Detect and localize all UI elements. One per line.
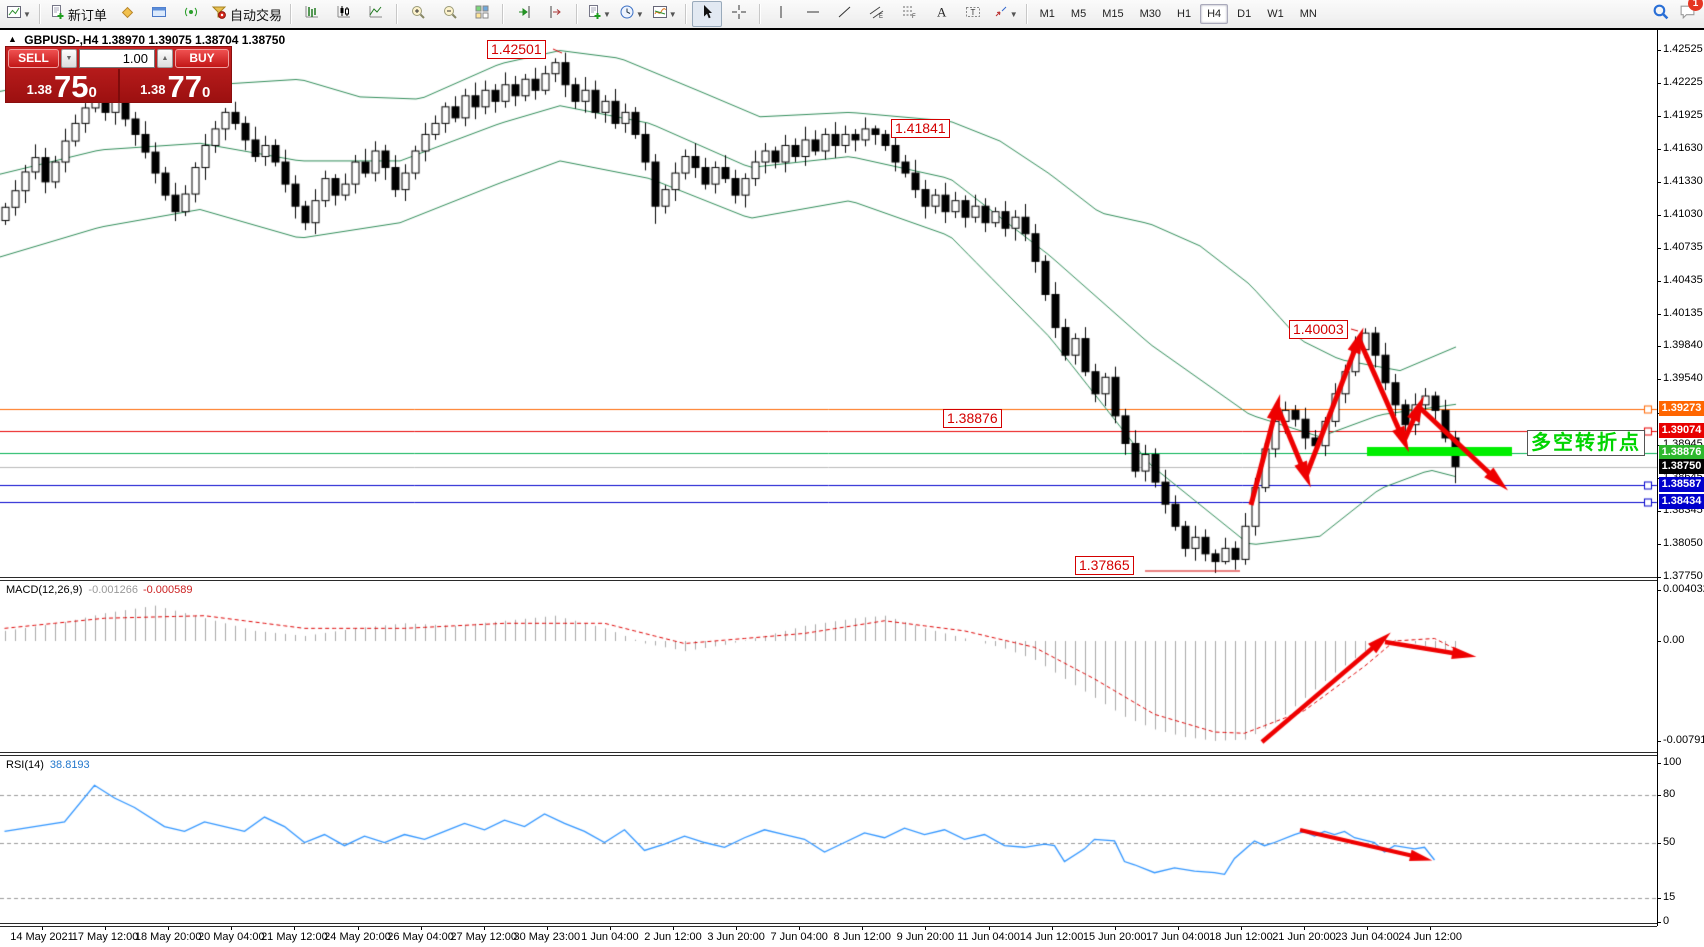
time-axis-label: 15 Jun 20:00 [1082,931,1147,943]
time-axis-label: 1 Jun 04:00 [581,931,639,943]
chart-header: ▲ GBPUSD-,H4 1.38970 1.39075 1.38704 1.3… [8,33,285,47]
time-axis-label: 17 Jun 04:00 [1145,931,1210,943]
rsi-label: RSI(14) 38.8193 [6,759,90,771]
time-axis-label: 3 Jun 20:00 [707,931,765,943]
symbol-period-label: GBPUSD-,H4 [24,33,99,47]
macd-axis-tick: 0.004032 [1657,583,1704,595]
time-axis-label: 21 Jun 20:00 [1272,931,1336,943]
bull-bear-turning-point-note: 多空转折点 [1527,430,1645,456]
price-axis-tick: 1.37750 [1657,570,1703,583]
time-axis-label: 17 May 12:00 [71,931,139,943]
price-line-badge: 1.39074 [1659,423,1704,439]
macd-axis-tick: 0.00 [1656,634,1685,646]
price-line-badge: 1.38434 [1659,494,1704,510]
buy-price[interactable]: 1.38 77 0 [120,69,232,102]
buy-price-small: 1.38 [140,82,166,97]
time-axis-label: 14 Jun 12:00 [1019,931,1084,943]
rsi-axis-tick: 100 [1656,756,1682,768]
price-axis-tick: 1.41630 [1657,141,1703,154]
price-axis-tick: 1.42225 [1657,76,1703,89]
price-line-badge: 1.38750 [1659,459,1704,475]
time-axis-label: 30 May 23:00 [513,931,581,943]
sell-price-small: 1.38 [26,82,52,97]
buy-price-big: 77 [167,69,202,104]
price-axis-tick: 1.42525 [1657,43,1703,55]
volume-decrease-button[interactable]: ▼ [61,49,77,68]
price-axis-tick: 1.40135 [1657,306,1703,319]
time-axis-label: 8 Jun 12:00 [833,931,892,943]
buy-button[interactable]: BUY [175,49,229,68]
volume-increase-button[interactable]: ▲ [157,49,173,68]
price-axis-tick: 1.41330 [1657,174,1703,187]
time-axis-label: 14 May 2021 [10,931,74,943]
price-annotation-label: 1.42501 [487,40,546,59]
price-axis-line[interactable] [1657,30,1658,926]
price-axis-tick: 1.40735 [1657,240,1703,253]
price-line-badge: 1.38587 [1659,477,1704,493]
macd-label: MACD(12,26,9) -0.001266 -0.000589 [6,584,193,596]
sell-price-big: 75 [53,69,89,104]
price-line-badge: 1.39273 [1659,401,1704,417]
time-axis-label: 23 Jun 04:00 [1335,931,1399,943]
price-axis-tick: 1.41030 [1657,208,1703,220]
time-axis-label: 26 May 04:00 [387,931,454,943]
time-axis-label: 20 May 04:00 [197,931,265,943]
volume-field[interactable]: 1.00 [79,49,155,68]
time-axis-label: 11 Jun 04:00 [957,931,1020,943]
rsi-panel-divider[interactable] [0,752,1657,756]
price-line-badge: 1.38876 [1659,445,1704,461]
time-axis-label: 7 Jun 04:00 [770,931,828,943]
ohlc-values: 1.38970 1.39075 1.38704 1.38750 [101,33,286,47]
price-axis-tick: 1.39540 [1657,372,1703,385]
price-annotation-label: 1.37865 [1075,556,1134,575]
time-axis-label: 21 May 12:00 [261,931,328,943]
price-axis-tick: 1.40435 [1657,273,1703,286]
time-axis-label: 9 Jun 20:00 [896,931,955,943]
time-axis-label: 2 Jun 12:00 [644,931,702,943]
time-axis-label: 27 May 12:00 [450,931,518,943]
price-axis-tick: 1.38050 [1657,536,1703,549]
macd-axis-tick: -0.007917 [1657,734,1704,746]
sell-button[interactable]: SELL [8,49,59,68]
price-annotation-label: 1.38876 [943,409,1002,428]
price-axis-tick: 1.41925 [1657,109,1703,122]
price-annotation-label: 1.40003 [1289,320,1348,339]
price-axis-tick: 1.39840 [1657,339,1703,352]
time-axis-label: 18 Jun 12:00 [1209,931,1273,943]
buy-price-sup: 0 [201,84,211,101]
rsi-axis-tick: 80 [1656,787,1676,800]
rsi-axis-tick: 50 [1656,835,1676,848]
sell-price[interactable]: 1.38 75 0 [6,69,118,102]
time-axis-label: 24 Jun 12:00 [1398,931,1462,943]
time-axis-label: 24 May 20:00 [324,931,391,943]
time-axis-label: 18 May 20:00 [134,931,202,943]
price-annotation-label: 1.41841 [891,119,950,138]
time-axis-divider [0,923,1657,927]
rsi-axis-tick: 0 [1656,915,1670,927]
macd-panel-divider[interactable] [0,577,1657,581]
sell-price-sup: 0 [88,84,97,101]
rsi-axis-tick: 15 [1656,891,1676,904]
one-click-trading-panel: SELL ▼ 1.00 ▲ BUY 1.38 75 0 1.38 77 0 [5,46,232,103]
collapse-icon[interactable]: ▲ [8,34,17,44]
